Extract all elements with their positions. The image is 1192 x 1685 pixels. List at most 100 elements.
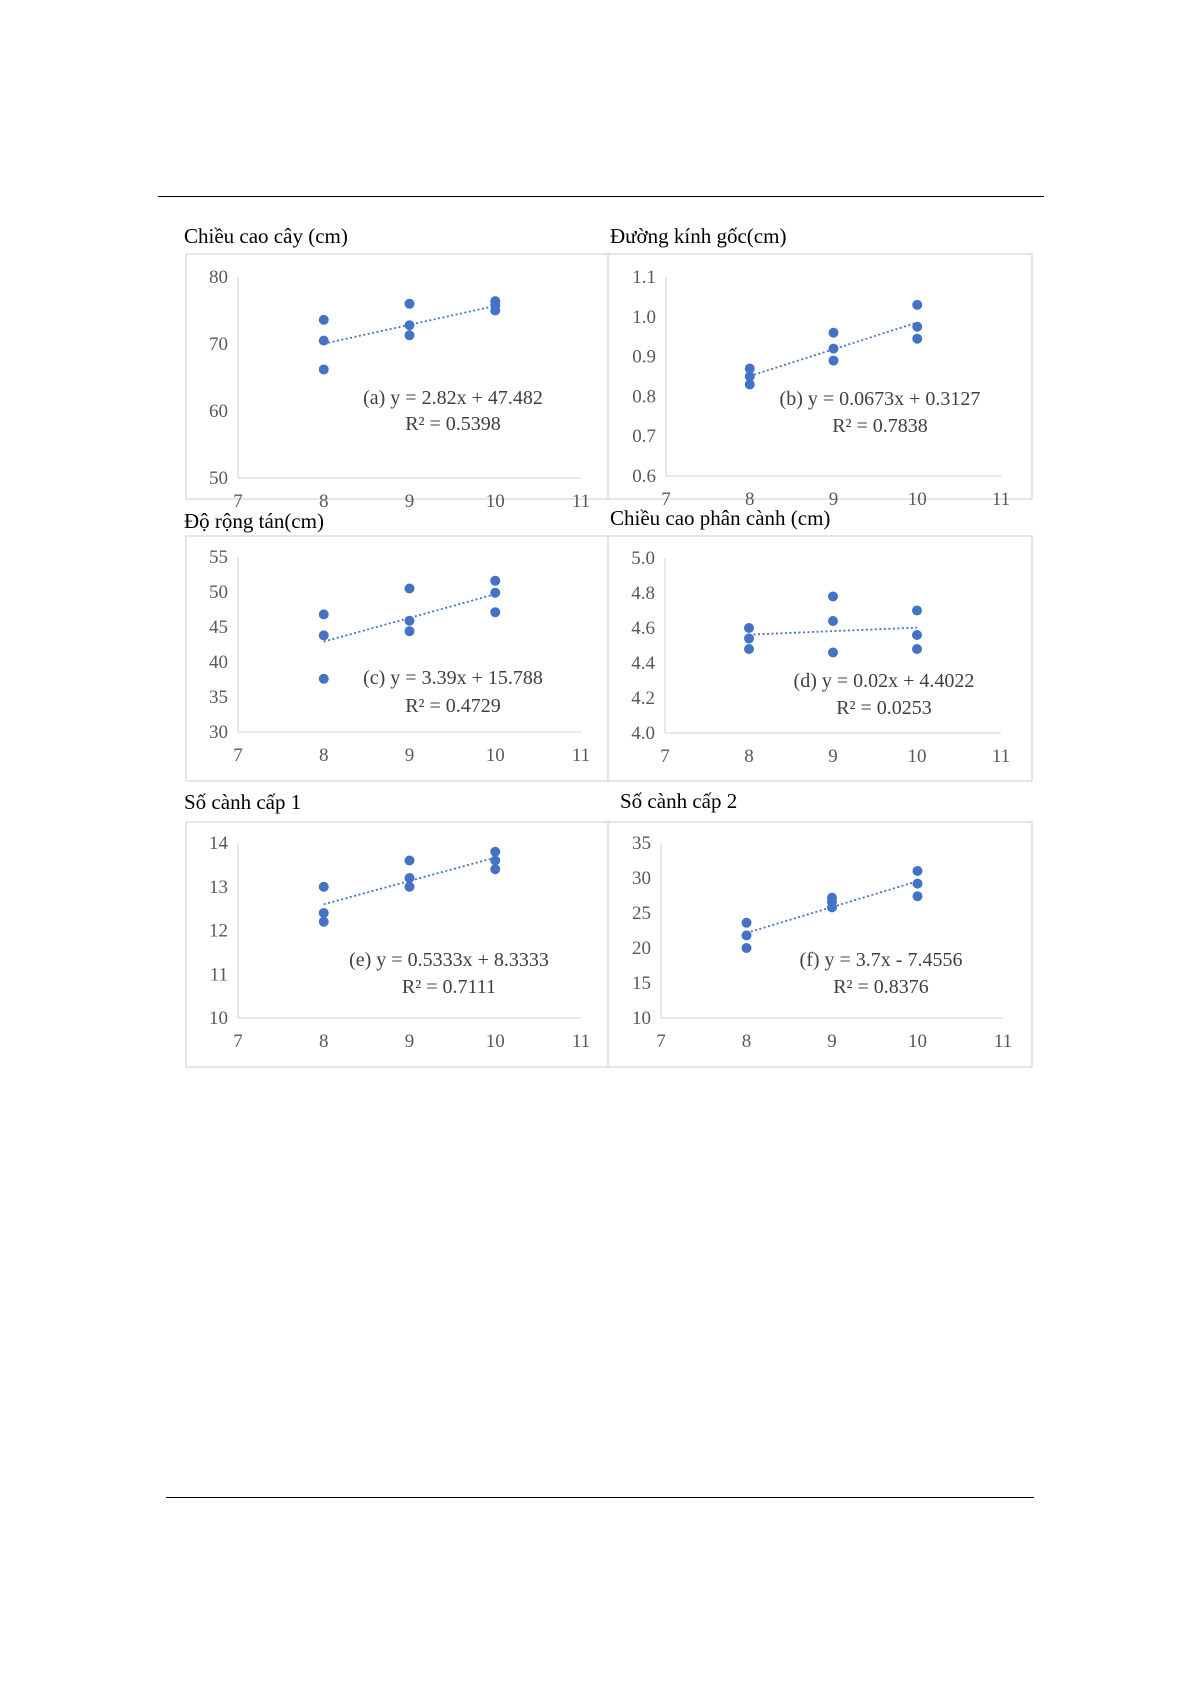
data-point: [404, 298, 415, 309]
data-point: [318, 881, 329, 892]
x-tick-label: 7: [656, 1031, 666, 1052]
data-point: [490, 305, 501, 316]
y-tick-label: 60: [209, 401, 228, 422]
data-point: [828, 591, 838, 602]
chart-title: Chiều cao phân cành (cm): [610, 506, 830, 530]
r-squared-label: R² = 0.8376: [833, 976, 929, 998]
r-squared-label: R² = 0.5398: [405, 413, 501, 435]
data-point: [318, 673, 329, 684]
x-tick-label: 9: [405, 491, 415, 512]
data-point: [912, 605, 922, 616]
x-tick-label: 10: [908, 1031, 927, 1052]
x-tick-label: 7: [233, 745, 243, 766]
y-tick-label: 50: [209, 468, 228, 489]
data-point: [318, 364, 329, 375]
y-tick-label: 70: [209, 334, 228, 355]
y-tick-label: 30: [632, 868, 651, 889]
r-squared-label: R² = 0.4729: [405, 695, 501, 717]
chart-border: [185, 253, 611, 500]
x-tick-label: 8: [744, 746, 754, 767]
x-tick-label: 8: [319, 745, 329, 766]
data-point: [828, 355, 839, 366]
data-point: [404, 855, 415, 866]
y-tick-label: 13: [209, 877, 228, 898]
data-point: [912, 321, 923, 332]
x-tick-label: 10: [908, 746, 927, 767]
x-tick-label: 7: [233, 491, 243, 512]
chart-title: Số cành cấp 2: [620, 789, 737, 813]
y-tick-label: 4.0: [631, 723, 655, 744]
trendline: [748, 626, 918, 636]
data-point: [490, 575, 501, 586]
y-tick-label: 10: [632, 1008, 651, 1029]
data-point: [490, 607, 501, 618]
y-tick-label: 4.6: [631, 618, 655, 639]
x-tick-label: 11: [994, 1031, 1012, 1052]
x-tick-label: 11: [572, 745, 590, 766]
data-point: [318, 609, 329, 620]
data-point: [318, 916, 329, 927]
y-tick-label: 14: [209, 833, 229, 854]
data-point: [744, 371, 755, 382]
y-tick-label: 45: [209, 617, 228, 638]
x-tick-label: 7: [661, 489, 671, 510]
regression-equation: (a) y = 2.82x + 47.482: [363, 387, 543, 409]
x-tick-label: 11: [992, 746, 1010, 767]
data-point: [744, 623, 754, 633]
data-point: [404, 583, 415, 594]
data-point: [828, 616, 838, 626]
chart-border: [185, 535, 611, 782]
data-point: [490, 846, 501, 857]
x-tick-label: 9: [829, 489, 839, 510]
data-point: [912, 333, 923, 344]
data-point: [741, 917, 752, 928]
chart-6: Số cành cấp 2 7 8 9 10 11 10 15 20 25 30 35 (f) y = …: [607, 789, 1033, 1068]
x-tick-label: 9: [827, 1031, 837, 1052]
y-tick-label: 4.2: [631, 688, 655, 709]
y-tick-label: 15: [632, 973, 651, 994]
data-point: [741, 943, 752, 953]
y-tick-label: 11: [210, 964, 228, 985]
data-point: [744, 644, 754, 654]
chart-5: Số cành cấp 1 7 8 9 10 11 10 11 12 13 14 (e) y = 0.…: [184, 790, 611, 1068]
header-rule: [158, 196, 1044, 197]
x-tick-label: 9: [405, 1031, 415, 1052]
chart-border: [607, 253, 1033, 500]
y-tick-label: 50: [209, 582, 228, 603]
x-tick-label: 9: [405, 745, 415, 766]
data-point: [318, 908, 329, 918]
footer-rule: [166, 1497, 1034, 1498]
x-tick-label: 10: [486, 1031, 505, 1052]
x-tick-label: 8: [742, 1031, 752, 1052]
data-point: [912, 891, 923, 902]
y-tick-label: 40: [209, 652, 228, 673]
x-tick-label: 7: [233, 1031, 243, 1052]
chart-title: Độ rộng tán(cm): [184, 509, 324, 533]
y-tick-label: 0.9: [632, 347, 656, 368]
regression-equation: (e) y = 0.5333x + 8.3333: [349, 949, 549, 971]
x-tick-label: 8: [319, 491, 329, 512]
data-point: [490, 864, 501, 875]
x-tick-label: 10: [908, 489, 927, 510]
chart-border: [185, 821, 611, 1068]
data-point: [827, 902, 837, 913]
trendline: [746, 880, 918, 934]
data-point: [828, 647, 838, 658]
r-squared-label: R² = 0.7838: [832, 415, 928, 437]
y-tick-label: 1.1: [632, 267, 656, 288]
y-tick-label: 30: [209, 722, 228, 743]
data-point: [912, 866, 923, 876]
y-tick-label: 35: [632, 833, 651, 854]
data-point: [744, 379, 755, 390]
x-tick-label: 8: [319, 1031, 329, 1052]
x-tick-label: 8: [745, 489, 755, 510]
chart-border: [607, 535, 1033, 782]
x-tick-label: 10: [486, 745, 505, 766]
data-point: [744, 363, 755, 374]
chart-1: Chiều cao cây (cm) 7 8 9 10 11 50 60 70 80 (a) y =…: [184, 224, 611, 512]
data-point: [404, 330, 415, 341]
y-tick-label: 5.0: [631, 548, 655, 569]
regression-equation: (d) y = 0.02x + 4.4022: [794, 670, 975, 692]
y-tick-label: 1.0: [632, 307, 656, 328]
